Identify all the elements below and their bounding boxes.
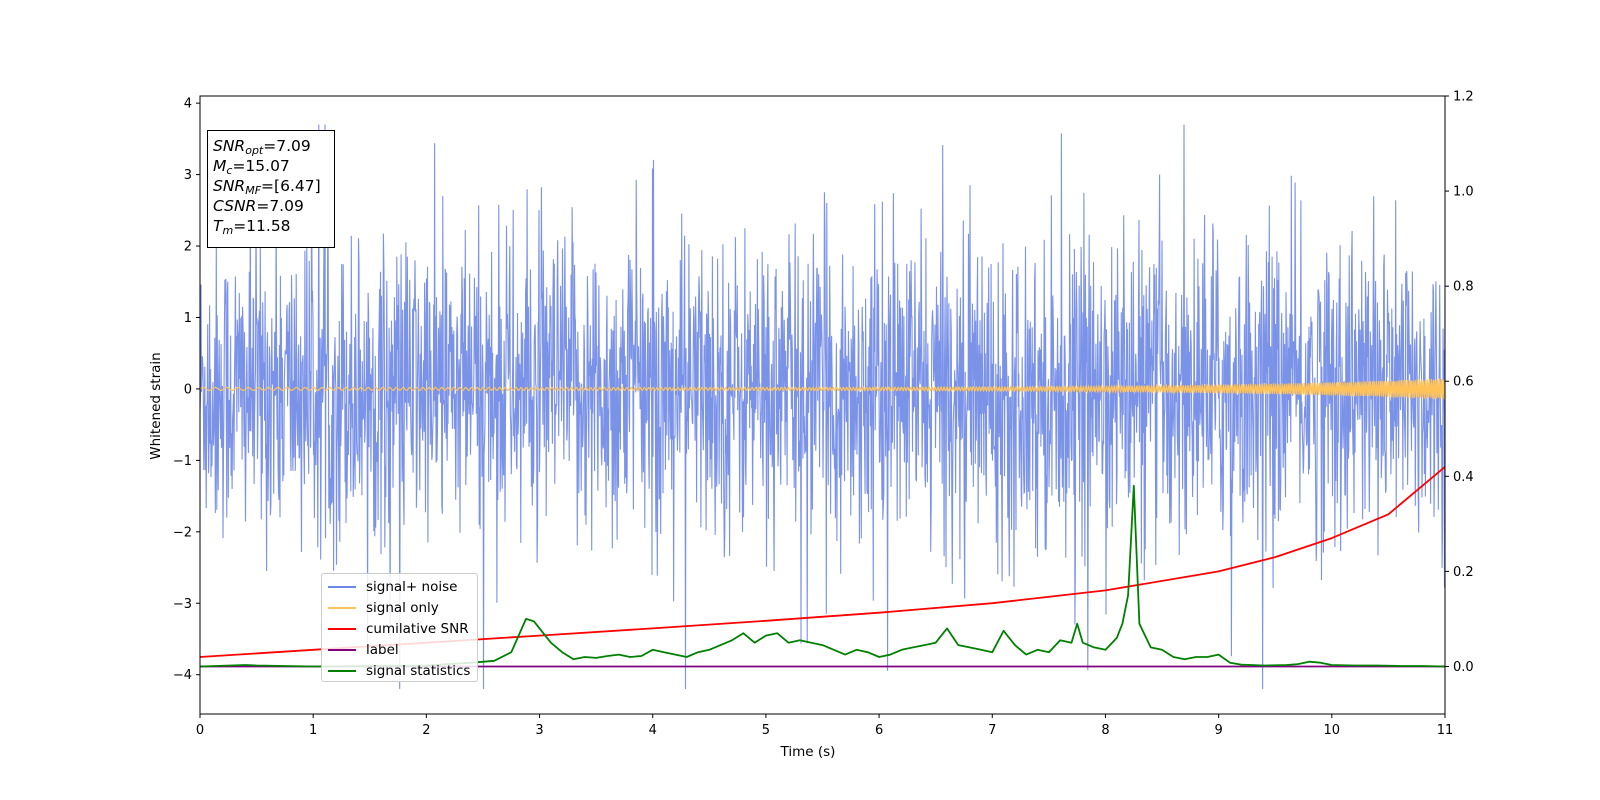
y-left-tick-label: −4 — [173, 668, 192, 683]
legend-swatch — [328, 606, 356, 609]
signal-only-series — [200, 378, 1445, 400]
y-right-tick-label: 0.4 — [1453, 470, 1474, 485]
y-right-tick-label: 0.6 — [1453, 375, 1474, 390]
legend-item-cumulative-snr: cumilative SNR — [328, 618, 477, 639]
y-right-tick-label: 0.8 — [1453, 280, 1474, 295]
snr-mf-line: SNRMF=[6.47] — [213, 177, 321, 197]
y-left-tick-label: 4 — [184, 97, 192, 112]
x-tick-label: 9 — [1214, 723, 1222, 738]
signal-noise-line — [200, 124, 1445, 690]
y-right-tick-label: 1.0 — [1453, 185, 1474, 200]
x-tick-label: 6 — [875, 723, 883, 738]
tm-line: Tm=11.58 — [213, 217, 291, 237]
chart-legend: signal+ noise signal only cumilative SNR… — [321, 573, 478, 682]
legend-swatch — [328, 669, 356, 672]
x-tick-label: 5 — [762, 723, 770, 738]
signal-noise-series — [200, 124, 1445, 690]
legend-swatch — [328, 627, 356, 630]
y-left-tick-label: −3 — [173, 597, 192, 612]
signal-only-line — [200, 378, 1445, 400]
y-left-tick-label: 3 — [184, 168, 192, 183]
y-left-tick-label: −2 — [173, 525, 192, 540]
snr-opt-line: SNRopt=7.09 — [213, 137, 311, 157]
x-axis-label: Time (s) — [780, 744, 836, 760]
signal-statistics-series — [200, 484, 1445, 668]
x-tick-label: 7 — [988, 723, 996, 738]
y-right-tick-label: 0.2 — [1453, 565, 1474, 580]
legend-item-signal-noise: signal+ noise — [328, 576, 477, 597]
y-right-tick-label: 0.0 — [1453, 660, 1474, 675]
x-tick-label: 8 — [1101, 723, 1109, 738]
plot-area-frame — [199, 95, 1446, 715]
x-tick-label: 0 — [196, 723, 204, 738]
y-left-tick-label: 1 — [184, 311, 192, 326]
x-axis-ticks: 0 1 2 3 4 5 6 7 8 9 10 11 — [196, 714, 1453, 738]
x-tick-label: 11 — [1437, 723, 1454, 738]
legend-swatch — [328, 585, 356, 588]
legend-item-label: label — [328, 639, 477, 660]
x-tick-label: 10 — [1324, 723, 1341, 738]
y-left-tick-label: 0 — [184, 382, 192, 397]
x-tick-label: 2 — [422, 723, 430, 738]
legend-item-signal-only: signal only — [328, 597, 477, 618]
legend-item-signal-statistics: signal statistics — [328, 660, 477, 681]
csnr-line: CSNR=7.09 — [213, 197, 304, 215]
x-tick-label: 1 — [309, 723, 317, 738]
signal-statistics-line — [200, 484, 1445, 668]
legend-swatch — [328, 648, 356, 651]
y-axis-label: Whitened strain — [148, 352, 164, 459]
y-left-tick-label: −1 — [173, 454, 192, 469]
mc-line: Mc=15.07 — [213, 157, 290, 177]
y-axis-left-ticks: −4 −3 −2 −1 0 1 2 3 4 — [173, 97, 200, 683]
x-tick-label: 4 — [649, 723, 657, 738]
x-tick-label: 3 — [535, 723, 543, 738]
y-right-tick-label: 1.2 — [1453, 90, 1474, 105]
y-axis-right-ticks: 0.0 0.2 0.4 0.6 0.8 1.0 1.2 — [1445, 90, 1474, 675]
metrics-box: SNRopt=7.09 Mc=15.07 SNRMF=[6.47] CSNR=7… — [207, 130, 335, 248]
y-left-tick-label: 2 — [184, 240, 192, 255]
